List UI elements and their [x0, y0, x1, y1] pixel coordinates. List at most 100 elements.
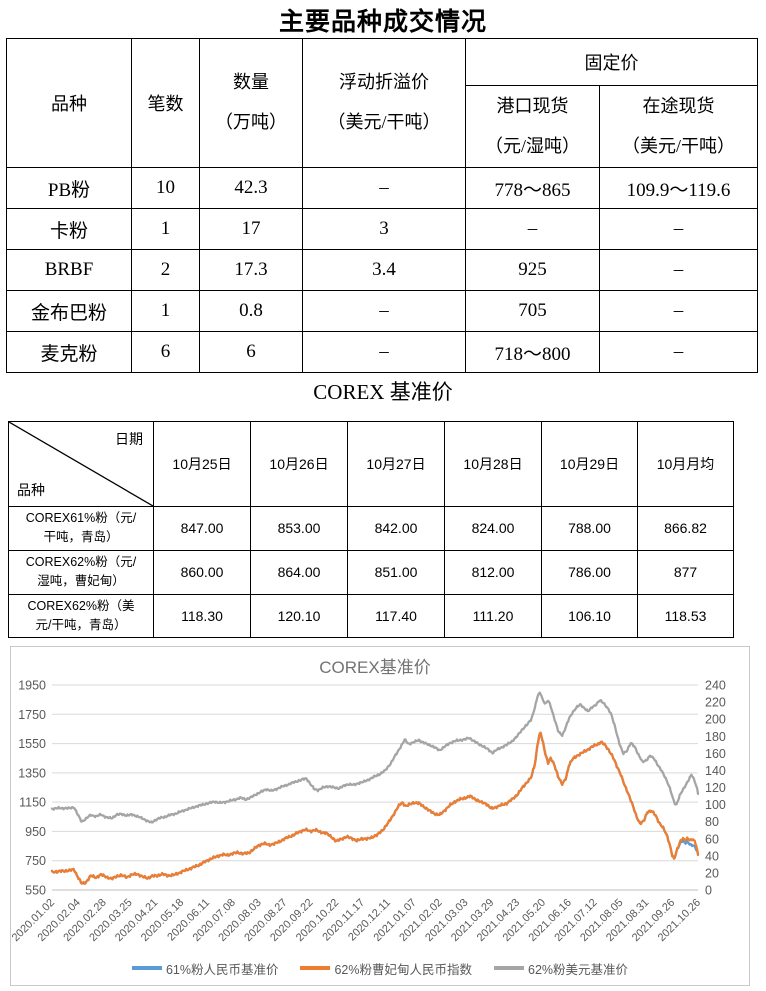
corex-price-table: 日期 品种 10月25日 10月26日 10月27日 10月28日 10月29日…	[8, 421, 734, 639]
diagonal-header-cell: 日期 品种	[8, 421, 154, 507]
col-header-variety: 品种	[6, 38, 132, 168]
col-header-transit-spot: 在途现货 （美元/干吨）	[599, 85, 758, 168]
row-label: COREX62%粉（元/ 湿吨，曹妃甸）	[8, 549, 154, 595]
date-col-2: 10月27日	[347, 421, 445, 507]
table-row: BRBF 2 17.3 3.4 925–	[6, 249, 758, 291]
y-axis-left-tick: 550	[25, 884, 46, 898]
y-axis-right-tick: 220	[705, 696, 726, 710]
date-col-1: 10月26日	[250, 421, 348, 507]
col-header-port-spot: 港口现货 （元/湿吨）	[465, 85, 600, 168]
cell-premium: –	[302, 290, 466, 332]
table-row: 麦克粉 6 6–718～800–	[6, 331, 758, 373]
price-cell: 118.53	[637, 593, 734, 639]
diag-label-variety: 品种	[17, 482, 45, 498]
cell-quantity: 17.3	[199, 249, 303, 291]
date-col-3: 10月28日	[444, 421, 542, 507]
date-col-5: 10月月均	[637, 421, 734, 507]
row-label: COREX62%粉（美 元/干吨，青岛）	[8, 593, 154, 639]
price-cell: 824.00	[444, 506, 542, 551]
chart-legend: 61%粉人民币基准价 62%粉曹妃甸人民币指数 62%粉美元基准价	[11, 953, 749, 983]
y-axis-right-tick: 80	[705, 815, 719, 829]
cell-transit: 109.9～119.6	[599, 167, 758, 209]
cell-quantity: 42.3	[199, 167, 303, 209]
cell-variety: 卡粉	[6, 208, 132, 250]
table-row: COREX62%粉（美 元/干吨，青岛） 118.30 120.10 117.40 11…	[8, 593, 734, 639]
cell-variety: 麦克粉	[6, 331, 132, 373]
y-axis-right-tick: 20	[705, 866, 719, 880]
y-axis-right-tick: 240	[705, 679, 726, 693]
price-cell: 866.82	[637, 506, 734, 551]
diagonal-line	[9, 422, 153, 506]
legend-item-1: 62%粉曹妃甸人民币指数	[300, 959, 472, 978]
cell-port: 778～865	[465, 167, 600, 209]
date-col-4: 10月29日	[541, 421, 638, 507]
price-cell: 812.00	[444, 549, 542, 595]
y-axis-right-tick: 160	[705, 747, 726, 761]
y-axis-left-tick: 1350	[18, 766, 46, 780]
y-axis-right-tick: 200	[705, 713, 726, 727]
legend-label: 61%粉人民币基准价	[165, 962, 279, 977]
y-axis-right-tick: 60	[705, 832, 719, 846]
y-axis-left-tick: 1950	[18, 679, 46, 693]
cell-premium: –	[302, 167, 466, 209]
series-line-1	[50, 731, 700, 885]
cell-port: 705	[465, 290, 600, 332]
series-line-2	[50, 691, 700, 824]
cell-port: –	[465, 208, 600, 250]
price-cell: 864.00	[250, 549, 348, 595]
cell-quantity: 6	[199, 331, 303, 373]
cell-count: 2	[131, 249, 200, 291]
col-header-fixed-price: 固定价	[465, 38, 758, 86]
price-cell: 847.00	[153, 506, 251, 551]
cell-quantity: 0.8	[199, 290, 303, 332]
price-cell: 860.00	[153, 549, 251, 595]
y-axis-left-tick: 1150	[19, 796, 46, 810]
y-axis-left-tick: 1550	[18, 737, 46, 751]
chart-title: COREX基准价	[319, 658, 430, 677]
price-cell: 118.30	[153, 593, 251, 639]
cell-premium: –	[302, 331, 466, 373]
price-cell: 106.10	[541, 593, 638, 639]
price-cell: 120.10	[250, 593, 348, 639]
cell-count: 10	[131, 167, 200, 209]
cell-premium: 3.4	[302, 249, 466, 291]
section-title-corex: COREX 基准价	[313, 380, 453, 404]
price-cell: 842.00	[347, 506, 445, 551]
diag-label-date: 日期	[115, 431, 143, 447]
table-row: 金布巴粉 1 0.8–705–	[6, 290, 758, 332]
row-label: COREX61%粉（元/ 干吨，青岛）	[8, 506, 154, 551]
cell-port: 718～800	[465, 331, 600, 373]
legend-line-swatch	[300, 966, 331, 970]
price-cell: 788.00	[541, 506, 638, 551]
y-axis-right-tick: 0	[705, 884, 712, 898]
y-axis-left-tick: 750	[25, 854, 46, 868]
cell-port: 925	[465, 249, 600, 291]
corex-chart-container: COREX基准价 550 750 950 1150 1350 1550 1750 1950 0 20…	[10, 646, 750, 986]
price-cell: 786.00	[541, 549, 638, 595]
cell-transit: –	[599, 249, 758, 291]
cell-premium: 3	[302, 208, 466, 250]
legend-label: 62%粉美元基准价	[528, 962, 629, 977]
page-title: 主要品种成交情况	[278, 8, 487, 36]
table-row: 卡粉 1 17 3– –	[6, 208, 758, 250]
legend-label: 62%粉曹妃甸人民币指数	[334, 962, 473, 977]
corex-line-chart: COREX基准价 550 750 950 1150 1350 1550 1750 1950 0 20…	[11, 658, 726, 944]
cell-variety: PB粉	[6, 167, 132, 209]
transactions-table: 品种 笔数 数量 （万吨） 浮动折溢价 （美元/干吨） 固定价 港口现货 （元/…	[6, 38, 758, 373]
legend-line-swatch	[494, 966, 525, 970]
legend-item-0: 61%粉人民币基准价	[131, 959, 279, 978]
cell-count: 6	[131, 331, 200, 373]
cell-transit: –	[599, 331, 758, 373]
cell-variety: 金布巴粉	[6, 290, 132, 332]
y-axis-right-tick: 40	[705, 849, 719, 863]
price-cell: 851.00	[347, 549, 445, 595]
y-axis-right-tick: 180	[705, 730, 726, 744]
cell-transit: –	[599, 290, 758, 332]
table-row: PB粉 10 42.3–778～865 109.9～119.6	[6, 167, 758, 209]
y-axis-left-tick: 1750	[18, 708, 46, 722]
col-header-count: 笔数	[131, 38, 200, 168]
date-col-0: 10月25日	[153, 421, 251, 507]
cell-quantity: 17	[199, 208, 303, 250]
cell-variety: BRBF	[6, 249, 132, 291]
